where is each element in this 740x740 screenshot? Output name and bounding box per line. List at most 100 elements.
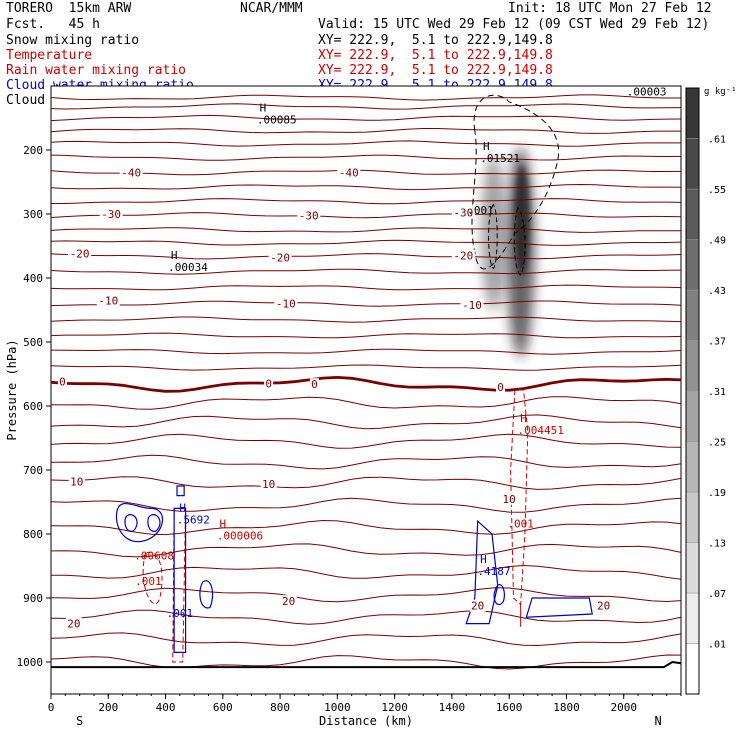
colorbar-label: .49 <box>708 236 726 247</box>
temperature-label-bg <box>96 294 120 307</box>
temperature-label-bg <box>68 247 92 260</box>
temperature-label-bg <box>496 380 506 393</box>
temperature-label: 0 <box>311 378 318 391</box>
y-tick-label: 800 <box>23 528 43 541</box>
colorbar-box <box>685 390 700 442</box>
temperature-label: 20 <box>282 595 295 608</box>
temperature-label: 0 <box>497 381 504 394</box>
header-valid: Valid: 15 UTC Wed 29 Feb 12 (09 CST Wed … <box>318 17 710 32</box>
temperature-label-bg <box>309 378 319 391</box>
temperature-contour <box>50 396 682 410</box>
temperature-label: 10 <box>70 476 83 489</box>
extremum-value: .4187 <box>477 565 510 578</box>
temperature-label-bg <box>451 206 475 219</box>
contour-label: .001 <box>135 575 162 588</box>
temperature-label-bg <box>337 166 361 179</box>
extremum-marker: H <box>220 518 227 531</box>
temperature-label: -30 <box>299 209 319 222</box>
x-end-label-left: S <box>76 714 83 728</box>
y-tick-label: 900 <box>23 592 43 605</box>
x-tick-label: 2000 <box>610 701 637 714</box>
temperature-contour <box>50 433 682 449</box>
temperature-contour <box>50 632 682 647</box>
temperature-label: 0 <box>265 378 272 391</box>
colorbar-frame <box>685 87 700 695</box>
contour-label: .001 <box>507 518 534 531</box>
temperature-label-bg <box>68 475 85 488</box>
y-tick-label: 500 <box>23 336 43 349</box>
cloud-water-contour <box>173 507 187 653</box>
header-model: TORERO 15km ARW <box>6 1 132 16</box>
cloud-water-contour <box>115 502 163 543</box>
header-center: NCAR/MMM <box>240 1 303 16</box>
legend-xy: XY= 222.9, 5.1 to 222.9,149.8 <box>318 48 553 63</box>
temperature-contour <box>50 268 682 275</box>
x-tick-label: 1000 <box>324 701 351 714</box>
x-tick-label: 1800 <box>553 701 580 714</box>
temperature-contour <box>50 227 682 233</box>
legend-xy: XY= 222.9, 5.1 to 222.9,149.8 <box>318 33 553 48</box>
extremum-marker: H <box>483 140 490 153</box>
colorbar-box <box>685 289 700 341</box>
extremum-marker: H <box>260 102 267 115</box>
colorbar-label: .43 <box>708 286 726 297</box>
colorbar-box <box>685 138 700 190</box>
y-tick-label: 600 <box>23 400 43 413</box>
temperature-contour <box>50 212 682 219</box>
temperature-contour <box>50 239 682 246</box>
contour-label: .00003 <box>627 86 667 99</box>
temperature-contour <box>50 114 682 122</box>
y-tick-label: 200 <box>23 144 43 157</box>
x-tick-label: 600 <box>213 701 233 714</box>
temperature-contour <box>50 364 682 371</box>
x-axis-label: Distance (km) <box>319 714 413 728</box>
colorbar-box <box>685 441 700 493</box>
contour-label: .00608 <box>134 550 174 563</box>
temperature-label-bg <box>268 251 292 264</box>
temperature-label: 10 <box>262 478 275 491</box>
temperature-label-bg <box>469 599 486 612</box>
snow-shading <box>514 165 531 276</box>
snow-shading <box>481 155 506 312</box>
colorbar-label: .25 <box>708 438 726 449</box>
colorbar-box <box>685 542 700 594</box>
colorbar-units: g kg⁻¹ <box>704 87 737 97</box>
cloud-water-contour <box>124 514 138 532</box>
temperature-label: -40 <box>339 166 359 179</box>
temperature-label: 20 <box>597 600 610 613</box>
x-end-label-right: N <box>654 714 661 728</box>
temperature-label: -20 <box>270 252 290 265</box>
extremum-value: .00034 <box>168 261 208 274</box>
temperature-label: -20 <box>453 250 473 263</box>
colorbar-label: .01 <box>708 640 726 651</box>
temperature-contour <box>50 348 682 355</box>
colorbar-label: .37 <box>708 337 726 348</box>
extremum-marker: H <box>179 502 186 515</box>
temperature-contour <box>50 169 682 176</box>
temperature-contour <box>50 103 682 110</box>
temperature-contour <box>50 414 682 430</box>
x-tick-label: 200 <box>98 701 118 714</box>
cloud-ice-contour <box>471 94 560 270</box>
temperature-label-bg <box>501 492 518 505</box>
legend-label: Snow mixing ratio <box>6 33 140 48</box>
temperature-contour <box>50 94 681 101</box>
cloud-water-contour <box>176 485 185 497</box>
temperature-label-bg <box>264 377 274 390</box>
legend-label: Rain water mixing ratio <box>6 63 187 78</box>
temperature-label-bg <box>99 208 123 220</box>
extremum-marker: H <box>480 553 487 566</box>
temperature-contour <box>50 654 682 670</box>
temperature-label-bg <box>274 297 298 310</box>
colorbar-label: .55 <box>708 185 726 196</box>
colorbar-label: .13 <box>708 539 726 550</box>
temperature-label-bg <box>451 249 475 262</box>
x-tick-label: 800 <box>270 701 290 714</box>
colorbar-box <box>685 491 700 543</box>
x-tick-label: 0 <box>48 701 55 714</box>
temperature-contour <box>50 497 682 513</box>
temperature-label-bg <box>460 298 484 311</box>
cloud-ice-contour <box>488 203 498 269</box>
cloud-water-contour <box>525 597 593 618</box>
